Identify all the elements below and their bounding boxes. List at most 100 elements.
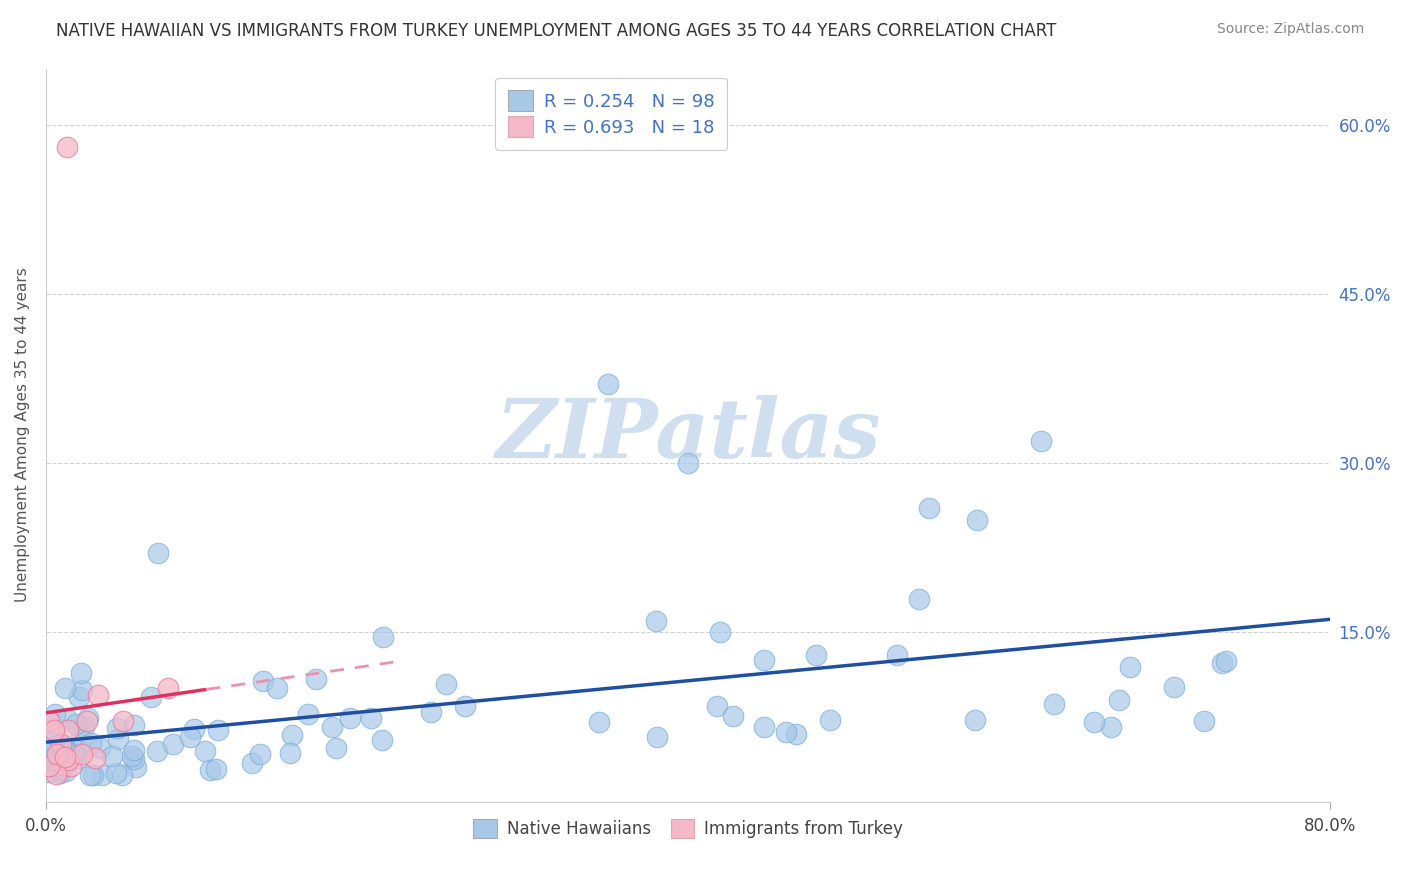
Point	[194, 744, 217, 758]
Point	[706, 698, 728, 713]
Point	[53, 681, 76, 696]
Point	[63, 748, 86, 763]
Point	[66, 743, 89, 757]
Point	[80, 736, 103, 750]
Point	[67, 751, 90, 765]
Point	[249, 747, 271, 761]
Point	[305, 672, 328, 686]
Point	[1163, 680, 1185, 694]
Point	[53, 757, 76, 772]
Point	[371, 732, 394, 747]
Point	[918, 501, 941, 516]
Point	[107, 731, 129, 746]
Point	[645, 730, 668, 744]
Point	[139, 690, 162, 704]
Point	[79, 767, 101, 781]
Point	[38, 745, 60, 759]
Point	[76, 714, 98, 728]
Point	[70, 682, 93, 697]
Text: Source: ZipAtlas.com: Source: ZipAtlas.com	[1216, 22, 1364, 37]
Point	[55, 749, 77, 764]
Point	[278, 746, 301, 760]
Point	[908, 592, 931, 607]
Point	[588, 714, 610, 729]
Point	[56, 712, 79, 726]
Point	[434, 676, 457, 690]
Point	[48, 763, 70, 777]
Point	[67, 690, 90, 704]
Point	[179, 730, 201, 744]
Point	[104, 765, 127, 780]
Point	[205, 762, 228, 776]
Point	[101, 749, 124, 764]
Point	[454, 698, 477, 713]
Point	[125, 760, 148, 774]
Point	[1099, 720, 1122, 734]
Point	[45, 747, 67, 761]
Point	[82, 768, 104, 782]
Point	[89, 740, 111, 755]
Point	[1083, 714, 1105, 729]
Point	[775, 724, 797, 739]
Point	[963, 713, 986, 727]
Point	[39, 753, 62, 767]
Point	[45, 739, 67, 753]
Point	[87, 689, 110, 703]
Point	[1043, 697, 1066, 711]
Point	[58, 723, 80, 737]
Point	[44, 706, 66, 721]
Point	[121, 749, 143, 764]
Point	[53, 750, 76, 764]
Legend: Native Hawaiians, Immigrants from Turkey: Native Hawaiians, Immigrants from Turkey	[467, 812, 910, 845]
Point	[124, 718, 146, 732]
Point	[752, 720, 775, 734]
Point	[146, 744, 169, 758]
Point	[42, 723, 65, 737]
Point	[111, 768, 134, 782]
Point	[1119, 660, 1142, 674]
Y-axis label: Unemployment Among Ages 35 to 44 years: Unemployment Among Ages 35 to 44 years	[15, 268, 30, 602]
Point	[200, 764, 222, 778]
Point	[49, 766, 72, 780]
Point	[1192, 714, 1215, 729]
Point	[183, 722, 205, 736]
Point	[51, 737, 73, 751]
Point	[58, 753, 80, 767]
Point	[754, 652, 776, 666]
Point	[70, 732, 93, 747]
Point	[56, 140, 79, 154]
Point	[39, 751, 62, 765]
Point	[339, 711, 361, 725]
Point	[252, 673, 274, 688]
Point	[55, 764, 77, 779]
Point	[41, 735, 63, 749]
Point	[266, 681, 288, 695]
Point	[1108, 693, 1130, 707]
Point	[162, 737, 184, 751]
Point	[242, 756, 264, 770]
Point	[38, 714, 60, 728]
Point	[59, 758, 82, 772]
Point	[207, 723, 229, 737]
Point	[83, 751, 105, 765]
Point	[966, 513, 988, 527]
Point	[73, 720, 96, 734]
Point	[105, 721, 128, 735]
Point	[596, 377, 619, 392]
Point	[721, 709, 744, 723]
Point	[676, 456, 699, 470]
Point	[70, 665, 93, 680]
Point	[53, 740, 76, 755]
Point	[65, 717, 87, 731]
Point	[1215, 654, 1237, 668]
Point	[77, 710, 100, 724]
Point	[818, 713, 841, 727]
Point	[297, 706, 319, 721]
Point	[886, 648, 908, 662]
Point	[709, 625, 731, 640]
Point	[280, 728, 302, 742]
Point	[1211, 656, 1233, 670]
Point	[360, 711, 382, 725]
Point	[806, 648, 828, 662]
Point	[321, 720, 343, 734]
